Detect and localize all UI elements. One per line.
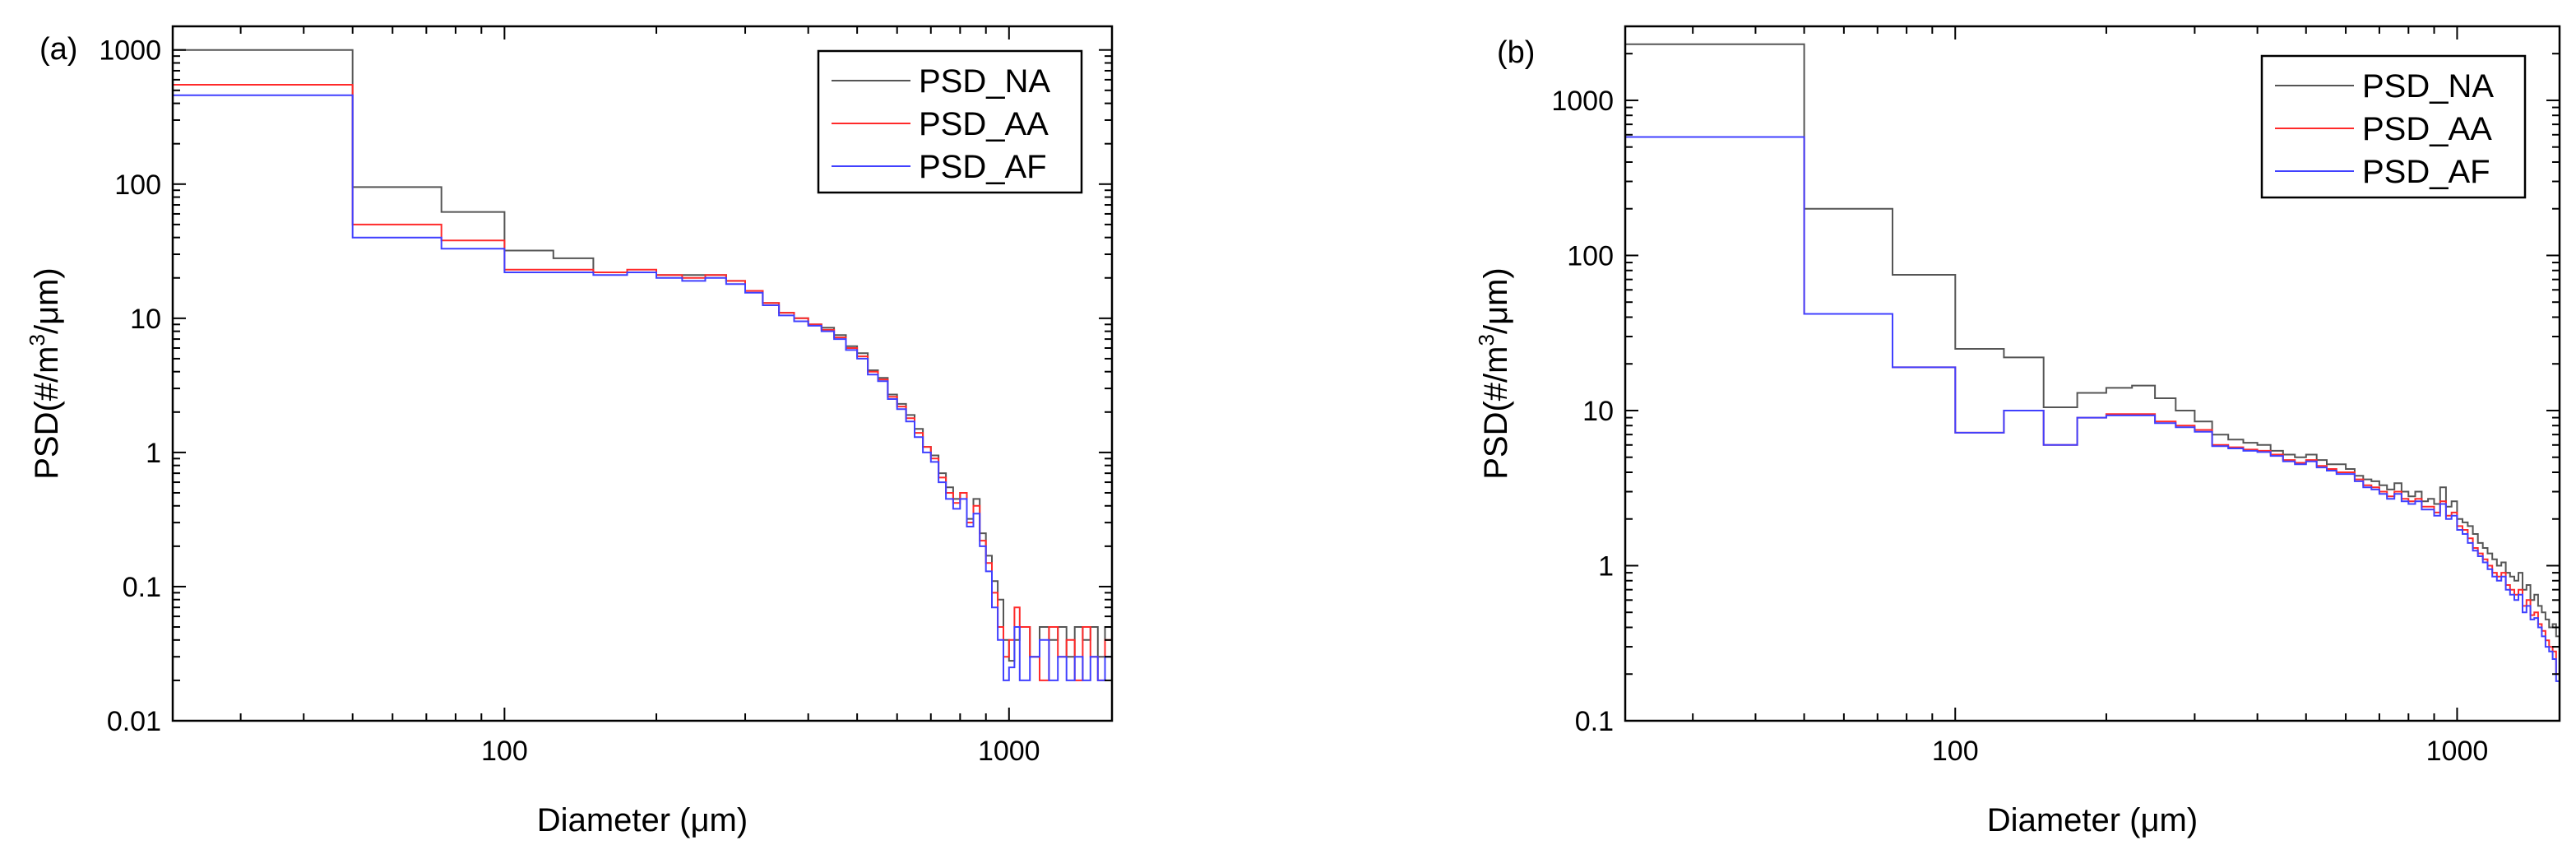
y-tick-label: 100 <box>1567 240 1614 272</box>
legend-box <box>2260 54 2527 199</box>
x-tick-label: 1000 <box>2426 736 2489 767</box>
chart-panel-b: 0.1 1 10 100 1000 100 1000 Diameter (μm) PSD(#/m… <box>1474 25 2561 838</box>
y-tick-label: 0.01 <box>107 706 161 737</box>
x-axis-title: Diameter (μm) <box>537 802 748 838</box>
series-line-psd-af <box>173 94 1112 681</box>
y-tick-label: 1 <box>146 438 161 469</box>
y-tick-label: 10 <box>1582 396 1614 427</box>
series-line-psd-na <box>1625 43 2560 648</box>
y-tick-label: 0.1 <box>123 572 161 603</box>
legend-label: PSD_AF <box>919 149 1047 185</box>
legend: PSD_NA PSD_AA PSD_AF <box>2260 54 2527 199</box>
series-line-psd-aa <box>1625 136 2560 694</box>
panel-label: (b) <box>1497 35 1535 70</box>
y-tick-label: 1000 <box>1551 86 1614 117</box>
legend-label: PSD_NA <box>2362 68 2494 104</box>
legend-label: PSD_AA <box>919 106 1049 142</box>
y-axis-title: PSD(#/m3/μm) <box>1474 267 1514 480</box>
legend-box <box>817 49 1083 194</box>
plot-frame <box>1624 25 2561 722</box>
x-tick-label: 1000 <box>978 736 1040 767</box>
y-tick-label: 100 <box>114 169 161 201</box>
chart-panel-a: 0.01 0.1 1 10 100 1000 100 1000 Diameter (μm) PSD… <box>25 25 1114 838</box>
plot-frame <box>171 25 1114 722</box>
y-tick-label: 10 <box>130 304 161 335</box>
legend-label: PSD_AA <box>2362 111 2492 147</box>
legend-label: PSD_NA <box>919 63 1050 100</box>
legend: PSD_NA PSD_AA PSD_AF <box>817 49 1083 194</box>
x-tick-label: 100 <box>481 736 528 767</box>
y-axis-title: PSD(#/m3/μm) <box>25 267 65 480</box>
y-tick-label: 0.1 <box>1575 706 1614 737</box>
legend-label: PSD_AF <box>2362 154 2490 190</box>
x-tick-label: 100 <box>1932 736 1979 767</box>
series-line-psd-af <box>1625 136 2560 703</box>
y-tick-label: 1 <box>1598 550 1614 582</box>
y-tick-label: 1000 <box>99 35 161 67</box>
x-axis-title: Diameter (μm) <box>1987 802 2198 838</box>
panel-label: (a) <box>39 32 77 67</box>
